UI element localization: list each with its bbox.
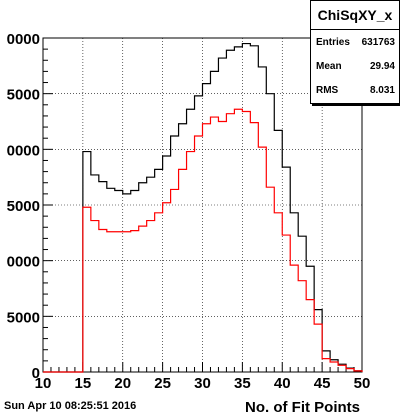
x-tick-label: 45 xyxy=(314,375,331,392)
footer-date: Sun Apr 10 08:25:51 2016 xyxy=(4,400,137,412)
stats-value: 8.031 xyxy=(369,85,395,96)
x-tick-label: 30 xyxy=(194,375,211,392)
y-tick-label: 5000 xyxy=(7,309,40,326)
stats-row-entries: Entries 631763 xyxy=(311,30,399,54)
y-tick-label: 0000 xyxy=(7,31,40,48)
y-tick-label: 0000 xyxy=(7,254,40,271)
stats-key: RMS xyxy=(316,85,339,96)
stats-value: 631763 xyxy=(361,37,395,48)
y-tick-label: 0 xyxy=(32,365,40,382)
stats-title: ChiSqXY_x xyxy=(311,1,399,30)
x-tick-label: 20 xyxy=(114,375,131,392)
x-tick-label: 25 xyxy=(154,375,171,392)
x-axis-title: No. of Fit Points xyxy=(245,399,360,414)
histogram-series-0 xyxy=(43,42,363,373)
x-tick-label: 50 xyxy=(354,375,371,392)
x-tick-label: 10 xyxy=(35,375,52,392)
x-tick-label: 40 xyxy=(274,375,291,392)
y-tick-label: 5000 xyxy=(7,87,40,104)
x-tick-label: 15 xyxy=(75,375,92,392)
stats-box: ChiSqXY_x Entries 631763 Mean 29.94 RMS … xyxy=(310,0,400,104)
stats-value: 29.94 xyxy=(369,61,395,72)
y-tick-label: 5000 xyxy=(7,198,40,215)
stats-key: Mean xyxy=(316,61,342,72)
y-tick-label: 0000 xyxy=(7,142,40,159)
stats-row-mean: Mean 29.94 xyxy=(311,54,399,78)
stats-key: Entries xyxy=(316,37,350,48)
stats-row-rms: RMS 8.031 xyxy=(311,78,399,102)
x-tick-label: 35 xyxy=(234,375,251,392)
histogram-series-1 xyxy=(43,108,363,373)
